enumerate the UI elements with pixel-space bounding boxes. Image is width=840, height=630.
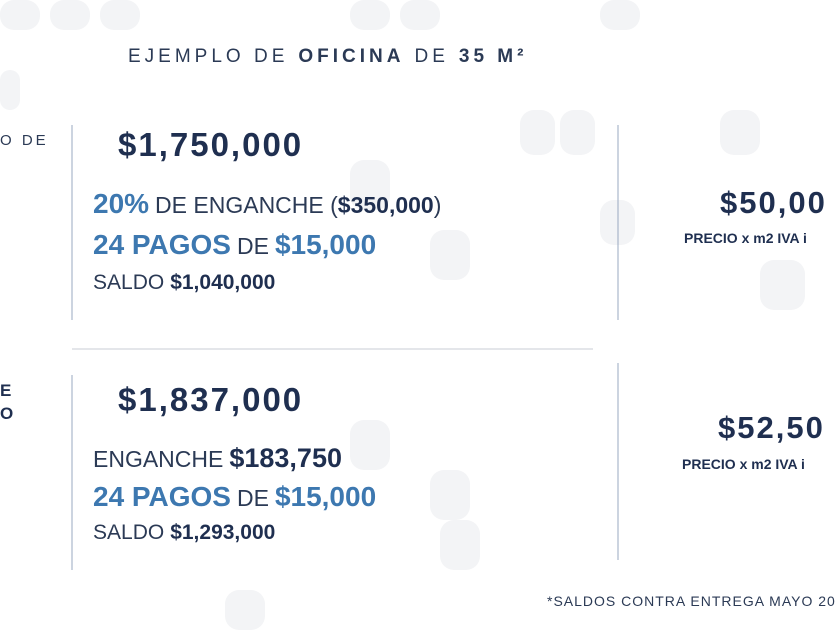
title: EJEMPLO DE OFICINA DE 35 M² [128,46,537,68]
text-segment: $1,040,000 [170,271,276,294]
text-segment: DE [414,46,449,67]
payment-line: SALDO $1,293,000 [93,521,275,545]
text-segment: $183,750 [229,443,342,473]
text-segment: $350,000 [337,192,434,218]
text-segment: 20% [93,188,150,219]
text-segment: $15,000 [274,481,377,512]
text-segment: 24 PAGOS [93,481,231,512]
price: $1,750,000 [118,126,304,163]
text-segment: ) [433,192,442,218]
price-per-m2: $52,50 [718,410,825,445]
text-segment: ENGANCHE [93,446,224,472]
text-segment: 24 PAGOS [93,229,231,260]
text-segment: SALDO [93,521,165,544]
text-segment: $1,293,000 [170,521,276,544]
text-segment: DE [236,233,269,259]
text-segment: EJEMPLO DE [128,46,289,67]
text-segment: 35 M² [458,46,528,67]
text-segment: SALDO [93,271,165,294]
price: $1,837,000 [118,381,304,418]
text-segment: DE ENGANCHE ( [155,192,338,218]
payment-line: ENGANCHE $183,750 [93,443,342,474]
left-label: E [0,381,12,400]
footnote: *SALDOS CONTRA ENTREGA MAYO 20 [547,593,836,609]
payment-line: 24 PAGOS DE $15,000 [93,229,376,261]
left-label: O [0,404,14,423]
left-label: O DE [0,132,49,149]
text-segment: DE [236,485,269,511]
text-segment: OFICINA [298,46,405,67]
payment-line: SALDO $1,040,000 [93,271,275,295]
payment-line: 24 PAGOS DE $15,000 [93,481,376,513]
price-per-m2: $50,00 [720,185,827,220]
price-per-m2-label: PRECIO x m2 IVA i [684,230,807,246]
payment-line: 20% DE ENGANCHE ($350,000) [93,188,441,220]
text-segment: $15,000 [274,229,377,260]
price-per-m2-label: PRECIO x m2 IVA i [682,456,805,472]
